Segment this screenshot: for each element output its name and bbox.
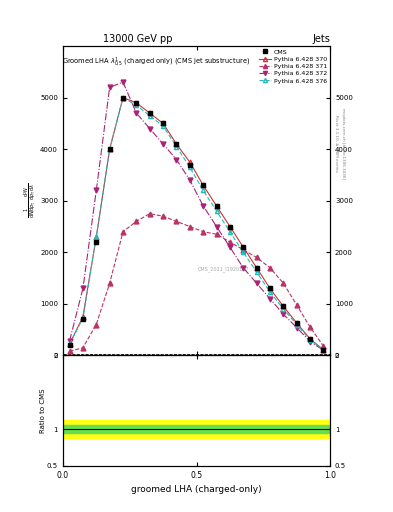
Text: mcplots.cern.ch [arXiv:1306.3436]: mcplots.cern.ch [arXiv:1306.3436] [341,108,345,179]
X-axis label: groomed LHA (charged-only): groomed LHA (charged-only) [131,485,262,495]
Legend: CMS, Pythia 6.428 370, Pythia 6.428 371, Pythia 6.428 372, Pythia 6.428 376: CMS, Pythia 6.428 370, Pythia 6.428 371,… [259,49,327,83]
Text: CMS_2021_I1920187: CMS_2021_I1920187 [197,266,249,272]
Y-axis label: Ratio to CMS: Ratio to CMS [40,389,46,433]
Text: 13000 GeV pp: 13000 GeV pp [103,33,173,44]
Text: Rivet 3.1.10, ≥ 1.8M events: Rivet 3.1.10, ≥ 1.8M events [334,115,338,172]
Text: Groomed LHA $\lambda^1_{0.5}$ (charged only) (CMS jet substructure): Groomed LHA $\lambda^1_{0.5}$ (charged o… [62,55,250,69]
Y-axis label: $\frac{1}{\mathrm{d}N/\!\mathrm{d}p_\mathrm{T}}\,\frac{\mathrm{d}^2N}{\mathrm{d}: $\frac{1}{\mathrm{d}N/\!\mathrm{d}p_\mat… [22,183,39,219]
Text: Jets: Jets [312,33,330,44]
